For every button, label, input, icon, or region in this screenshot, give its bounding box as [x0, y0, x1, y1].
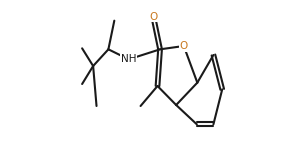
Text: O: O [180, 41, 188, 51]
Text: NH: NH [121, 54, 136, 64]
Text: O: O [149, 12, 157, 22]
